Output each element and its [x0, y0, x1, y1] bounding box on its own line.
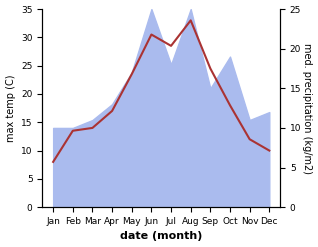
X-axis label: date (month): date (month)	[120, 231, 203, 242]
Y-axis label: med. precipitation (kg/m2): med. precipitation (kg/m2)	[302, 43, 313, 174]
Y-axis label: max temp (C): max temp (C)	[5, 74, 16, 142]
